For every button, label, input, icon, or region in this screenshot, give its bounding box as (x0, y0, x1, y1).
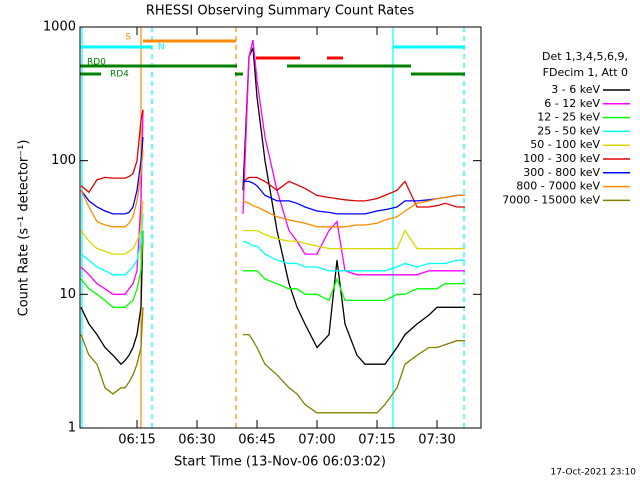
legend-header: Det 1,3,4,5,6,9, (542, 50, 628, 63)
y-tick-label: 1000 (43, 20, 76, 35)
x-tick-label: 07:30 (418, 433, 455, 448)
y-tick-label: 10 (59, 287, 76, 302)
series-line (80, 200, 465, 255)
series-line (80, 137, 465, 215)
legend-label: 3 - 6 keV (551, 83, 600, 96)
legend-label: 300 - 800 keV (523, 166, 600, 179)
series-line (80, 47, 465, 366)
series-line (80, 307, 465, 414)
series-line (80, 150, 465, 228)
x-axis-label: Start Time (13-Nov-06 06:03:02) (174, 455, 386, 470)
flag-label: RD4 (110, 70, 129, 80)
y-axis-label: Count Rate (s⁻¹ detector⁻¹) (17, 140, 32, 317)
footer: 17-Oct-2021 23:10 (551, 468, 637, 478)
series-line (80, 230, 465, 308)
flag-label: S (125, 33, 131, 43)
legend-label: 800 - 7000 keV (516, 180, 600, 193)
legend-header: FDecim 1, Att 0 (543, 66, 628, 79)
chart-title: RHESSI Observing Summary Count Rates (146, 4, 415, 19)
flag-label: RD0 (87, 58, 106, 68)
legend-label: 7000 - 15000 keV (502, 193, 600, 206)
legend-label: 100 - 300 keV (523, 152, 600, 165)
y-tick-label: 100 (51, 153, 76, 168)
series-line (80, 213, 465, 276)
flag-label: N (158, 43, 165, 53)
plot-frame (79, 26, 482, 429)
legend-label: 12 - 25 keV (537, 111, 600, 124)
x-tick-label: 06:45 (238, 433, 275, 448)
x-tick-label: 07:15 (358, 433, 395, 448)
y-tick-label: 1 (68, 421, 76, 436)
legend-label: 25 - 50 keV (537, 124, 600, 137)
legend-label: 6 - 12 keV (544, 97, 600, 110)
x-tick-label: 06:15 (118, 433, 155, 448)
legend-label: 50 - 100 keV (530, 138, 600, 151)
x-tick-label: 06:30 (178, 433, 215, 448)
series-line (80, 109, 465, 208)
x-tick-label: 07:00 (298, 433, 335, 448)
